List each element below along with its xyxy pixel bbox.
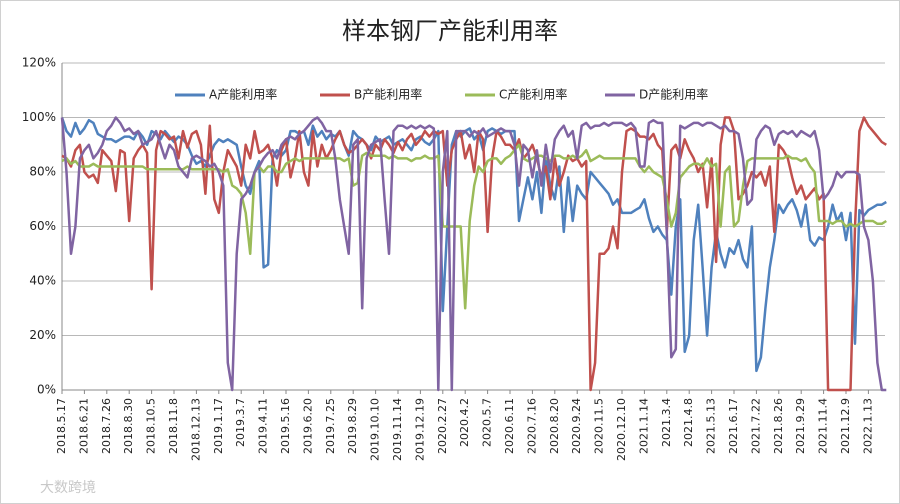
x-tick-label: 2019.12.19 — [413, 398, 426, 461]
legend-label: A产能利用率 — [209, 87, 277, 102]
x-tick-label: 2018.6.21 — [77, 398, 90, 454]
chart-title: 样本钢厂产能利用率 — [342, 17, 558, 45]
x-tick-label: 2021.1.14 — [637, 398, 650, 454]
x-tick-label: 2019.5.16 — [279, 398, 292, 454]
x-tick-label: 2018.7.26 — [100, 398, 113, 454]
x-tick-label: 2020.2.27 — [436, 398, 449, 454]
series-line — [61, 116, 887, 392]
y-tick-label: 100% — [22, 110, 56, 124]
legend-label: C产能利用率 — [499, 87, 567, 102]
series-line — [60, 116, 887, 392]
legend-label: B产能利用率 — [354, 87, 422, 102]
x-tick-label: 2021.7.22 — [749, 398, 762, 454]
series-line — [61, 143, 887, 310]
x-tick-label: 2019.4.11 — [257, 398, 270, 454]
y-tick-label: 20% — [29, 328, 56, 342]
y-tick-label: 120% — [22, 56, 56, 70]
x-tick-label: 2020.12.10 — [615, 398, 628, 461]
y-tick-label: 40% — [29, 274, 56, 288]
x-tick-label: 2018.12.13 — [189, 398, 202, 461]
x-tick-label: 2018.5.17 — [55, 398, 68, 454]
x-tick-label: 2019.1.17 — [212, 398, 225, 454]
x-tick-label: 2019.6.20 — [301, 398, 314, 454]
x-tick-label: 2019.8.29 — [346, 398, 359, 454]
x-tick-label: 2021.4.8 — [682, 398, 695, 447]
x-tick-label: 2020.5.7 — [481, 398, 494, 447]
watermark: 大数跨境 — [40, 480, 96, 496]
x-tick-label: 2019.10.10 — [369, 398, 382, 461]
y-tick-label: 80% — [29, 165, 56, 179]
x-tick-label: 2018.10.5 — [145, 398, 158, 454]
x-tick-label: 2020.4.2 — [458, 398, 471, 447]
legend-label: D产能利用率 — [639, 87, 708, 102]
x-tick-label: 2020.9.24 — [570, 398, 583, 454]
series-line — [60, 117, 887, 373]
x-tick-label: 2019.7.25 — [324, 398, 337, 454]
x-tick-label: 2018.11.8 — [167, 398, 180, 454]
x-tick-label: 2021.11.4 — [817, 398, 830, 454]
x-tick-label: 2021.8.26 — [772, 398, 785, 454]
x-tick-label: 2022.1.13 — [861, 398, 874, 454]
x-tick-label: 2021.3.4 — [660, 398, 673, 447]
x-tick-label: 2020.11.5 — [593, 398, 606, 454]
x-tick-label: 2020.6.11 — [503, 398, 516, 454]
x-tick-label: 2021.6.17 — [727, 398, 740, 454]
x-tick-label: 2021.12.9 — [839, 398, 852, 454]
y-tick-label: 0% — [37, 383, 56, 397]
x-tick-label: 2019.3.7 — [234, 398, 247, 447]
x-tick-label: 2020.8.20 — [548, 398, 561, 454]
x-tick-label: 2021.5.13 — [705, 398, 718, 454]
y-tick-label: 60% — [29, 219, 56, 233]
x-tick-label: 2018.8.30 — [122, 398, 135, 454]
x-tick-label: 2019.11.14 — [391, 398, 404, 461]
x-tick-label: 2020.7.16 — [525, 398, 538, 454]
x-tick-label: 2021.9.29 — [794, 398, 807, 454]
